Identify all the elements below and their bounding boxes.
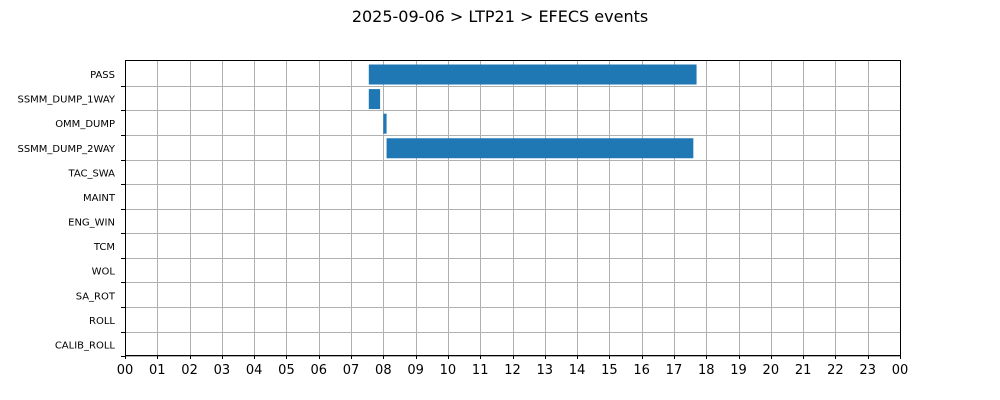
x-tick-label: 02 [181, 363, 198, 378]
x-tick-label: 00 [892, 363, 909, 378]
y-tick-label: SSMM_DUMP_1WAY [17, 95, 115, 106]
event-bar-ssmm-dump-2way [386, 138, 694, 159]
y-tick-label: MAINT [83, 193, 116, 204]
event-bar-omm-dump [383, 113, 387, 134]
x-tick-label: 15 [601, 363, 618, 378]
y-tick-label: TAC_SWA [67, 168, 115, 179]
y-tick-label: SA_ROT [76, 291, 116, 302]
y-tick-label: TCM [93, 242, 115, 253]
x-tick-label: 23 [859, 363, 876, 378]
x-tick-label: 19 [730, 363, 747, 378]
x-tick-label: 22 [827, 363, 844, 378]
x-tick-label: 03 [214, 363, 231, 378]
y-tick-label: CALIB_ROLL [55, 340, 116, 351]
y-tick-label: WOL [92, 267, 116, 278]
x-tick-label: 17 [666, 363, 683, 378]
x-tick-label: 04 [246, 363, 263, 378]
y-tick-label: PASS [90, 70, 115, 81]
x-tick-label: 21 [795, 363, 812, 378]
x-tick-label: 13 [537, 363, 554, 378]
x-tick-label: 08 [375, 363, 392, 378]
x-tick-label: 11 [472, 363, 489, 378]
x-tick-label: 01 [149, 363, 166, 378]
x-tick-label: 00 [117, 363, 134, 378]
x-tick-label: 20 [763, 363, 780, 378]
event-bar-ssmm-dump-1way [368, 89, 381, 110]
x-tick-label: 10 [440, 363, 457, 378]
y-tick-label: ROLL [89, 316, 115, 327]
x-tick-label: 16 [633, 363, 650, 378]
chart-title: 2025-09-06 > LTP21 > EFECS events [352, 7, 648, 26]
x-tick-label: 14 [569, 363, 586, 378]
x-tick-label: 07 [343, 363, 360, 378]
x-tick-label: 09 [407, 363, 424, 378]
y-tick-label: OMM_DUMP [55, 119, 115, 130]
x-tick-label: 06 [310, 363, 327, 378]
x-tick-label: 18 [698, 363, 715, 378]
x-tick-label: 05 [278, 363, 295, 378]
x-axis: 00 01 02 03 04 05 06 07 08 09 10 11 12 13 14 15 16 17 18 19… [117, 355, 909, 378]
x-tick-label: 12 [504, 363, 521, 378]
y-tick-label: SSMM_DUMP_2WAY [17, 144, 115, 155]
event-bar-pass [368, 64, 697, 85]
grid-lines [125, 60, 901, 357]
plot-frame [125, 60, 901, 356]
y-tick-label: ENG_WIN [68, 218, 115, 229]
event-bars [368, 64, 697, 159]
y-axis: PASS SSMM_DUMP_1WAY OMM_DUMP SSMM_DUMP_2WAY… [17, 70, 125, 357]
